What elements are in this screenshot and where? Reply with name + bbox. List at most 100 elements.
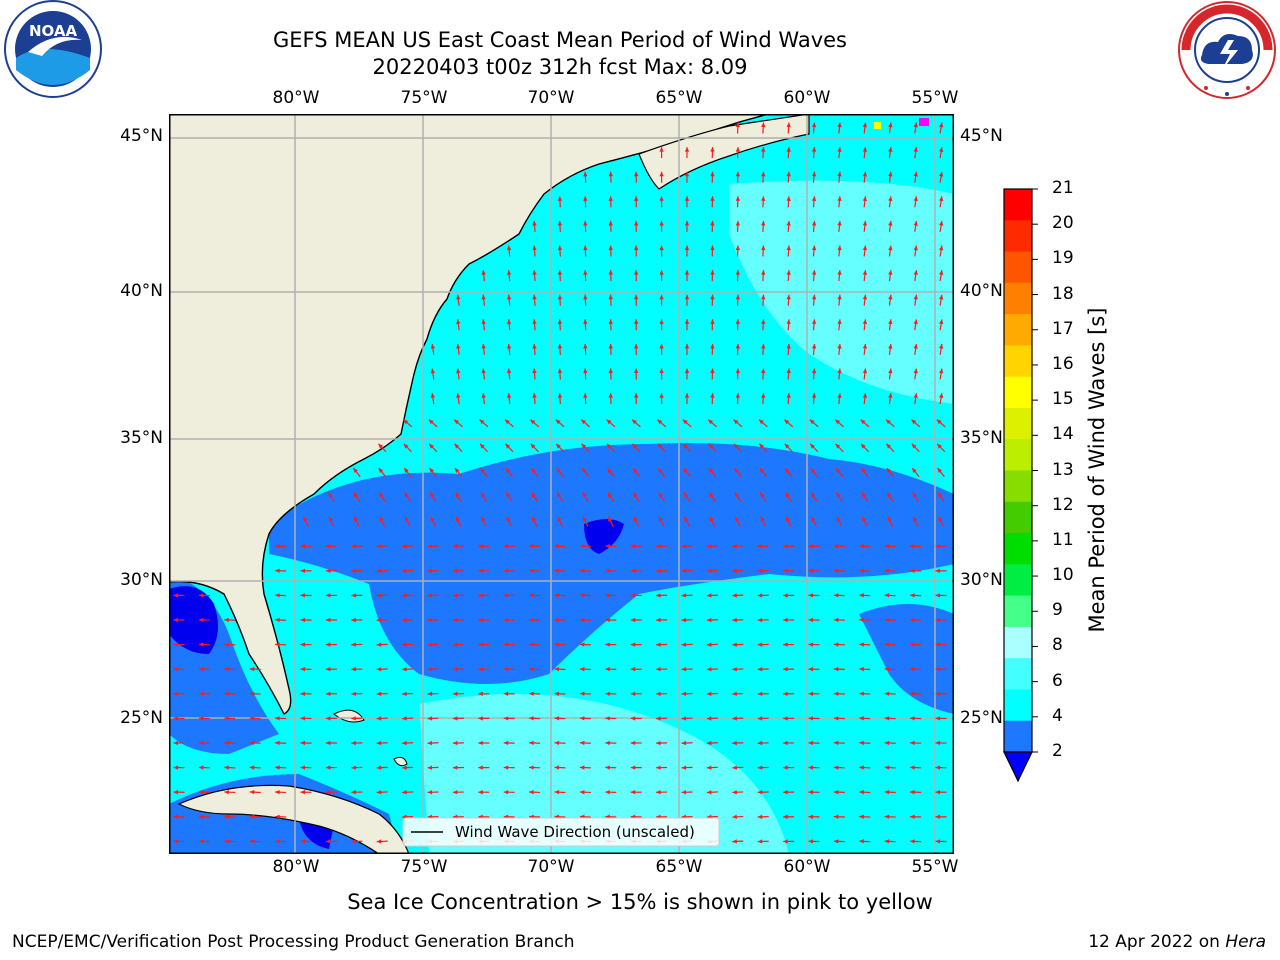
wind-wave-arrowhead-427: [579, 617, 585, 623]
wind-wave-arrowhead-281: [404, 492, 409, 498]
colorbar-cell-0: [1004, 189, 1032, 221]
map-panel: Wind Wave Direction (unscaled): [169, 114, 954, 854]
wind-wave-arrowhead-7: [913, 122, 918, 128]
wind-wave-arrowhead-100: [811, 270, 817, 275]
wind-wave-arrowhead-315: [608, 516, 613, 522]
lat-right-tick-2: 35°N: [960, 428, 1003, 448]
wind-wave-arrowhead-276: [912, 468, 917, 473]
wind-wave-arrowhead-400: [656, 593, 661, 598]
wind-wave-arrowhead-710: [859, 839, 864, 844]
wind-wave-arrowhead-18: [888, 147, 893, 152]
wind-wave-arrowhead-284: [480, 492, 486, 498]
wind-wave-arrowhead-469: [884, 642, 890, 647]
wind-wave-arrowhead-605: [452, 765, 458, 770]
wind-wave-arrowhead-340: [554, 543, 560, 549]
wind-wave-arrowhead-99: [786, 270, 791, 275]
wind-wave-arrowhead-207: [913, 393, 918, 398]
wind-wave-arrowhead-509: [376, 691, 382, 697]
wind-wave-arrowhead-291: [658, 492, 663, 498]
wind-wave-arrowhead-155: [659, 343, 664, 349]
wind-wave-arrowhead-531: [935, 691, 941, 696]
wind-wave-arrowhead-109: [532, 294, 537, 300]
wind-wave-arrowhead-66: [888, 220, 893, 226]
wind-wave-arrowhead-94: [659, 270, 664, 275]
wind-wave-arrowhead-285: [506, 492, 511, 498]
wind-wave-arrowhead-86: [939, 245, 944, 251]
wind-wave-arrowhead-554: [732, 716, 737, 721]
wind-wave-arrowhead-506: [300, 691, 306, 696]
wind-wave-arrowhead-652: [859, 789, 864, 795]
wind-wave-arrowhead-310: [481, 516, 486, 522]
colorbar-cell-14: [1004, 626, 1032, 659]
wind-wave-arrowhead-608: [529, 765, 534, 770]
wind-wave-arrowhead-258: [455, 468, 460, 473]
wind-wave-arrowhead-252: [911, 443, 917, 449]
wind-wave-arrowhead-386: [300, 593, 306, 598]
wind-wave-arrowhead-413: [198, 617, 204, 623]
wind-wave-arrowhead-596: [224, 765, 229, 770]
wind-wave-arrowhead-239: [581, 443, 587, 449]
wind-wave-arrowhead-251: [886, 443, 892, 449]
wind-wave-arrowhead-656: [173, 814, 179, 819]
wind-wave-arrowhead-47: [837, 196, 842, 202]
wind-wave-arrowhead-228: [886, 419, 891, 425]
wind-wave-arrowhead-336: [452, 544, 458, 549]
wind-wave-arrowhead-187: [939, 368, 944, 374]
wind-wave-arrowhead-612: [630, 765, 636, 770]
wind-wave-arrowhead-48: [862, 196, 868, 202]
wind-wave-arrowhead-9: [659, 147, 664, 152]
colorbar-tick-2: 19: [1052, 248, 1074, 269]
wind-wave-arrowhead-646: [706, 790, 712, 795]
wind-wave-arrowhead-561: [910, 716, 915, 721]
wind-wave-arrowhead-345: [681, 544, 687, 549]
wind-wave-arrowhead-447: [325, 642, 331, 647]
wind-wave-arrowhead-67: [913, 220, 918, 226]
wind-wave-arrowhead-123: [888, 294, 893, 300]
wind-wave-arrowhead-501: [935, 667, 941, 672]
wind-wave-arrowhead-371: [656, 568, 661, 573]
wind-wave-arrowhead-660: [275, 814, 280, 819]
wind-wave-arrowhead-308: [430, 516, 435, 522]
wind-wave-arrowhead-583: [681, 740, 687, 746]
wind-wave-arrowhead-5: [862, 122, 868, 128]
sea-ice-note: Sea Ice Concentration > 15% is shown in …: [347, 890, 933, 914]
wind-wave-arrowhead-208: [939, 393, 944, 398]
wind-wave-arrowhead-626: [198, 789, 204, 795]
wind-wave-arrowhead-75: [659, 245, 664, 251]
wind-wave-arrowhead-217: [606, 419, 612, 425]
wind-wave-arrowhead-54: [583, 220, 588, 226]
wind-wave-arrowhead-1: [761, 122, 766, 128]
lon-top-tick-4: 60°W: [783, 88, 831, 108]
lat-right-tick-0: 45°N: [960, 126, 1003, 146]
wind-wave-arrowhead-325: [862, 516, 867, 522]
colorbar-extend-arrow: [1003, 751, 1033, 783]
wind-wave-arrowhead-176: [659, 368, 664, 374]
wind-wave-arrowhead-304: [328, 516, 333, 522]
wind-wave-arrowhead-148: [481, 343, 486, 349]
wind-wave-arrowhead-161: [811, 343, 817, 349]
wind-wave-arrowhead-439: [884, 617, 890, 623]
wind-wave-arrowhead-361: [402, 568, 407, 574]
wind-wave-arrowhead-211: [454, 419, 460, 425]
sea-ice-yellow: [874, 122, 881, 129]
wind-wave-arrowhead-463: [732, 642, 737, 647]
wind-wave-arrowhead-257: [429, 468, 435, 473]
wind-wave-arrowhead-691: [376, 839, 382, 844]
wind-wave-arrowhead-166: [939, 343, 944, 349]
wind-wave-arrowhead-689: [325, 839, 331, 844]
wind-wave-arrowhead-121: [837, 294, 842, 300]
legend-label: Wind Wave Direction (unscaled): [455, 823, 695, 841]
wind-wave-arrowhead-528: [859, 691, 864, 696]
wind-wave-arrowhead-484: [503, 667, 509, 672]
wind-wave-arrowhead-190: [481, 393, 486, 398]
wind-wave-arrowhead-549: [605, 716, 610, 721]
wind-wave-arrowhead-23: [634, 171, 639, 177]
wind-wave-arrowhead-613: [656, 765, 661, 770]
colorbar-tick-4: 17: [1052, 318, 1074, 339]
wind-wave-arrowhead-584: [706, 740, 712, 746]
wind-wave-arrowhead-17: [862, 147, 868, 152]
wind-wave-arrowhead-147: [456, 343, 461, 349]
wind-wave-arrowhead-136: [710, 319, 715, 324]
colorbar-cell-4: [1004, 314, 1032, 346]
colorbar: [1003, 188, 1038, 783]
